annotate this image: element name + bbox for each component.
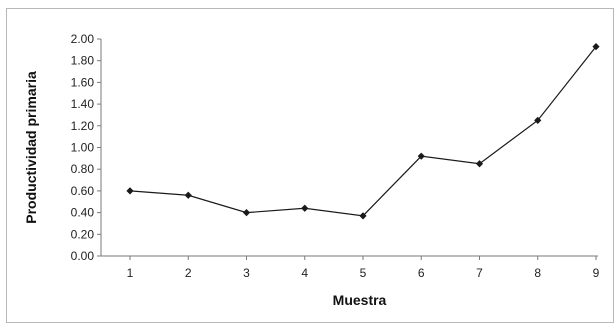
chart-frame <box>6 8 614 323</box>
y-tick-label: 1.20 <box>71 119 95 133</box>
y-tick-label: 1.60 <box>71 75 95 89</box>
x-tick-label: 9 <box>593 266 600 280</box>
y-axis-ticks: 0.00 0.20 0.40 0.60 0.80 1.00 1.20 1.40 1.60 1.80… <box>71 32 101 263</box>
y-tick-label: 2.00 <box>71 32 95 46</box>
x-axis-ticks: 1 2 3 4 5 6 7 8 9 <box>127 256 600 280</box>
y-tick-label: 1.00 <box>71 141 95 155</box>
y-tick-label: 0.60 <box>71 184 95 198</box>
y-tick-label: 1.80 <box>71 54 95 68</box>
series-markers <box>126 42 600 220</box>
data-point-marker <box>126 187 134 195</box>
series-line <box>129 46 597 217</box>
x-tick-label: 1 <box>127 266 134 280</box>
data-point-marker <box>534 116 542 124</box>
data-point-marker <box>592 42 600 51</box>
data-point-marker <box>242 209 251 217</box>
y-axis-title: Productividad primaria <box>23 71 39 224</box>
data-point-marker <box>475 160 484 168</box>
x-tick-label: 8 <box>534 266 541 280</box>
data-point-marker <box>184 191 192 199</box>
data-point-marker <box>359 212 367 220</box>
y-tick-label: 1.40 <box>71 97 95 111</box>
y-tick-label: 0.00 <box>71 249 95 263</box>
y-tick-label: 0.20 <box>71 227 95 241</box>
data-point-marker <box>417 152 425 160</box>
x-tick-label: 2 <box>185 266 192 280</box>
y-tick-label: 0.40 <box>71 206 95 220</box>
x-tick-label: 7 <box>476 266 483 280</box>
x-tick-label: 4 <box>301 266 308 280</box>
x-tick-label: 5 <box>360 266 367 280</box>
x-tick-label: 6 <box>418 266 425 280</box>
x-axis-title: Muestra <box>333 292 387 308</box>
x-tick-label: 3 <box>243 266 250 280</box>
data-point-marker <box>301 204 309 212</box>
y-tick-label: 0.80 <box>71 162 95 176</box>
